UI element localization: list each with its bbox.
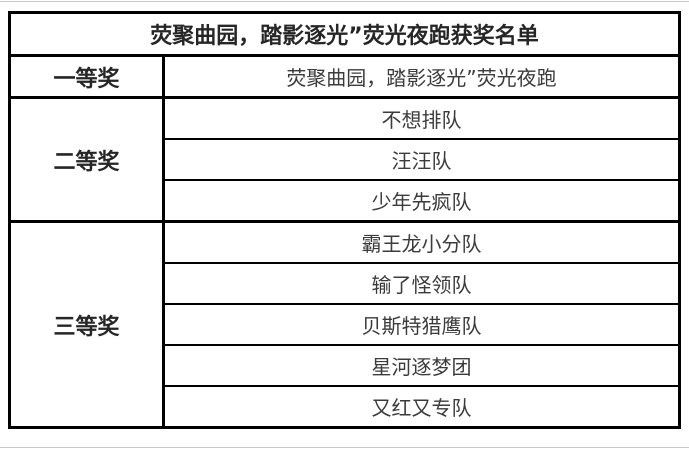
team-name-cell: 汪汪队 xyxy=(162,138,681,181)
table-row: 输了怪领队 xyxy=(10,262,681,305)
table-row: 贝斯特猎鹰队 xyxy=(10,303,681,346)
team-name-cell: 不想排队 xyxy=(162,96,681,140)
table-title-row: 荧聚曲园，踏影逐光”荧光夜跑获奖名单 xyxy=(8,11,681,57)
award-winners-table: 荧聚曲园，踏影逐光”荧光夜跑获奖名单 一等奖 荧聚曲园，踏影逐光”荧光夜跑 二等… xyxy=(8,11,681,429)
table-row: 汪汪队 xyxy=(10,138,681,181)
team-name-cell: 星河逐梦团 xyxy=(162,344,681,387)
table-title: 荧聚曲园，踏影逐光”荧光夜跑获奖名单 xyxy=(8,11,681,57)
top-divider xyxy=(0,1,689,2)
table-row-first-prize: 一等奖 荧聚曲园，踏影逐光”荧光夜跑 xyxy=(8,54,681,99)
team-name-cell: 荧聚曲园，踏影逐光”荧光夜跑 xyxy=(162,54,681,99)
award-label-second-prize: 二等奖 xyxy=(8,96,165,223)
table-row-third-prize: 三等奖 霸王龙小分队 xyxy=(8,220,681,429)
team-name-cell: 少年先疯队 xyxy=(162,179,681,223)
table-row-second-prize: 二等奖 不想排队 xyxy=(8,96,681,223)
table-row: 少年先疯队 xyxy=(10,179,681,223)
table-row: 又红又专队 xyxy=(10,385,681,429)
table-row: 星河逐梦团 xyxy=(10,344,681,387)
team-name-cell: 贝斯特猎鹰队 xyxy=(162,303,681,346)
team-name-cell: 霸王龙小分队 xyxy=(162,220,681,264)
award-label-third-prize: 三等奖 xyxy=(8,220,165,429)
team-name-cell: 又红又专队 xyxy=(162,385,681,429)
award-label-first-prize: 一等奖 xyxy=(8,54,165,99)
bottom-divider xyxy=(0,447,689,448)
team-name-cell: 输了怪领队 xyxy=(162,262,681,305)
